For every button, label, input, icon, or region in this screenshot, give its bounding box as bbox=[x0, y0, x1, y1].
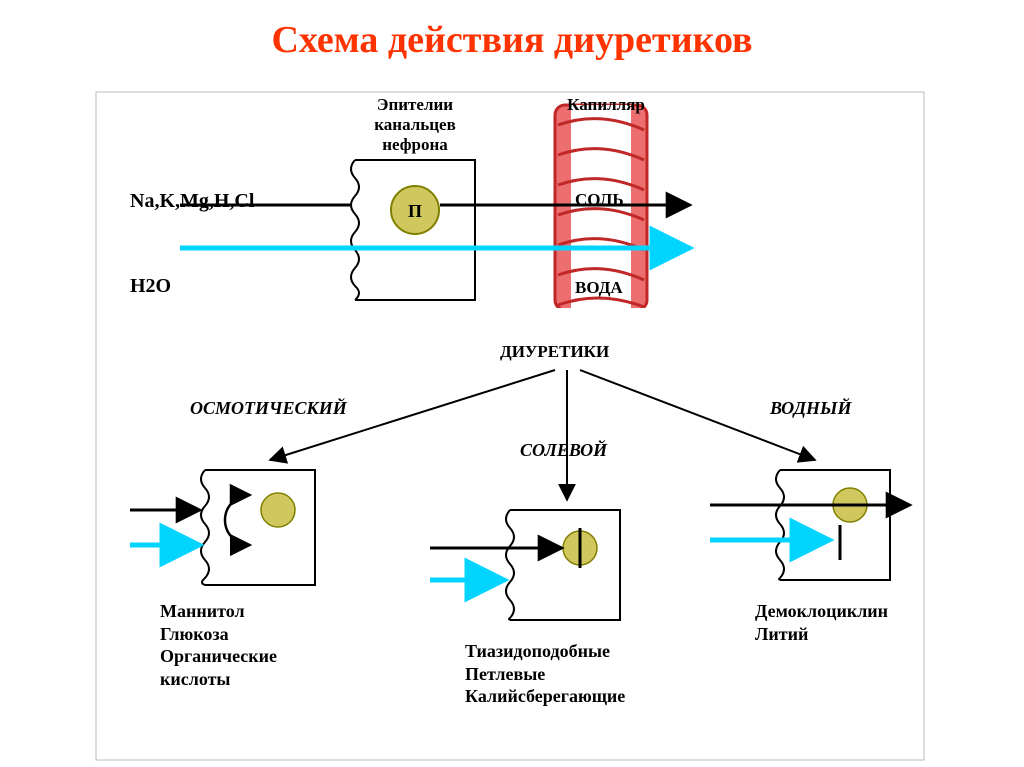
label-ions: Na,K,Mg,H,Cl bbox=[130, 190, 254, 213]
cell-osmotic bbox=[201, 470, 315, 585]
cell-aqueous bbox=[776, 470, 890, 580]
label-salt: СОЛЬ bbox=[575, 190, 624, 210]
slide-root: Схема действия диуретиков bbox=[0, 0, 1024, 767]
label-capillary: Капилляр bbox=[560, 95, 652, 115]
drugs-saline: Тиазидоподобные Петлевые Калийсберегающи… bbox=[465, 640, 625, 708]
label-water: ВОДА bbox=[575, 278, 623, 298]
label-diuretics: ДИУРЕТИКИ bbox=[500, 342, 609, 362]
top-cell: П bbox=[351, 160, 475, 300]
pump-label: П bbox=[408, 201, 422, 221]
label-aqueous: ВОДНЫЙ bbox=[770, 398, 851, 419]
label-osmotic: ОСМОТИЧЕСКИЙ bbox=[190, 398, 347, 419]
cell-saline bbox=[506, 510, 620, 620]
branch-arrows bbox=[270, 370, 815, 500]
label-epithelium: Эпителии канальцев нефрона bbox=[355, 95, 475, 155]
drugs-aqueous: Демоклоциклин Литий bbox=[755, 600, 888, 645]
drugs-osmotic: Маннитол Глюкоза Органические кислоты bbox=[160, 600, 277, 690]
label-h2o: H2O bbox=[130, 275, 171, 298]
label-saline: СОЛЕВОЙ bbox=[520, 440, 607, 461]
